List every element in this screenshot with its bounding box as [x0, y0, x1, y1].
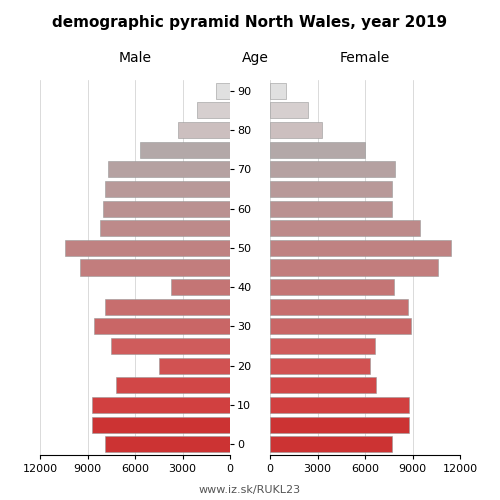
- Bar: [105, 436, 230, 452]
- Bar: [140, 142, 230, 158]
- Bar: [270, 378, 376, 394]
- Bar: [270, 436, 392, 452]
- Bar: [270, 200, 392, 216]
- Bar: [116, 378, 230, 394]
- Bar: [270, 122, 322, 138]
- Bar: [270, 358, 370, 374]
- Bar: [270, 220, 420, 236]
- Bar: [92, 397, 230, 413]
- Bar: [216, 82, 230, 99]
- Bar: [270, 181, 392, 197]
- Bar: [108, 162, 230, 178]
- Bar: [105, 181, 230, 197]
- Text: Age: Age: [242, 51, 268, 65]
- Bar: [112, 338, 230, 354]
- Text: www.iz.sk/RUKL23: www.iz.sk/RUKL23: [199, 485, 301, 495]
- Bar: [92, 416, 230, 432]
- Bar: [94, 318, 230, 334]
- Bar: [80, 260, 230, 276]
- Bar: [270, 260, 438, 276]
- Bar: [270, 338, 374, 354]
- Bar: [270, 162, 395, 178]
- Bar: [159, 358, 230, 374]
- Bar: [270, 240, 450, 256]
- Bar: [270, 142, 365, 158]
- Bar: [105, 298, 230, 315]
- Bar: [270, 82, 286, 99]
- Bar: [270, 279, 394, 295]
- Bar: [270, 298, 408, 315]
- Bar: [178, 122, 230, 138]
- Text: demographic pyramid North Wales, year 2019: demographic pyramid North Wales, year 20…: [52, 15, 448, 30]
- Bar: [100, 220, 230, 236]
- Bar: [270, 397, 409, 413]
- Bar: [270, 102, 308, 118]
- Bar: [104, 200, 230, 216]
- Bar: [66, 240, 230, 256]
- Text: Male: Male: [118, 51, 152, 65]
- Bar: [197, 102, 230, 118]
- Bar: [270, 318, 411, 334]
- Bar: [172, 279, 230, 295]
- Bar: [270, 416, 409, 432]
- Text: Female: Female: [340, 51, 390, 65]
